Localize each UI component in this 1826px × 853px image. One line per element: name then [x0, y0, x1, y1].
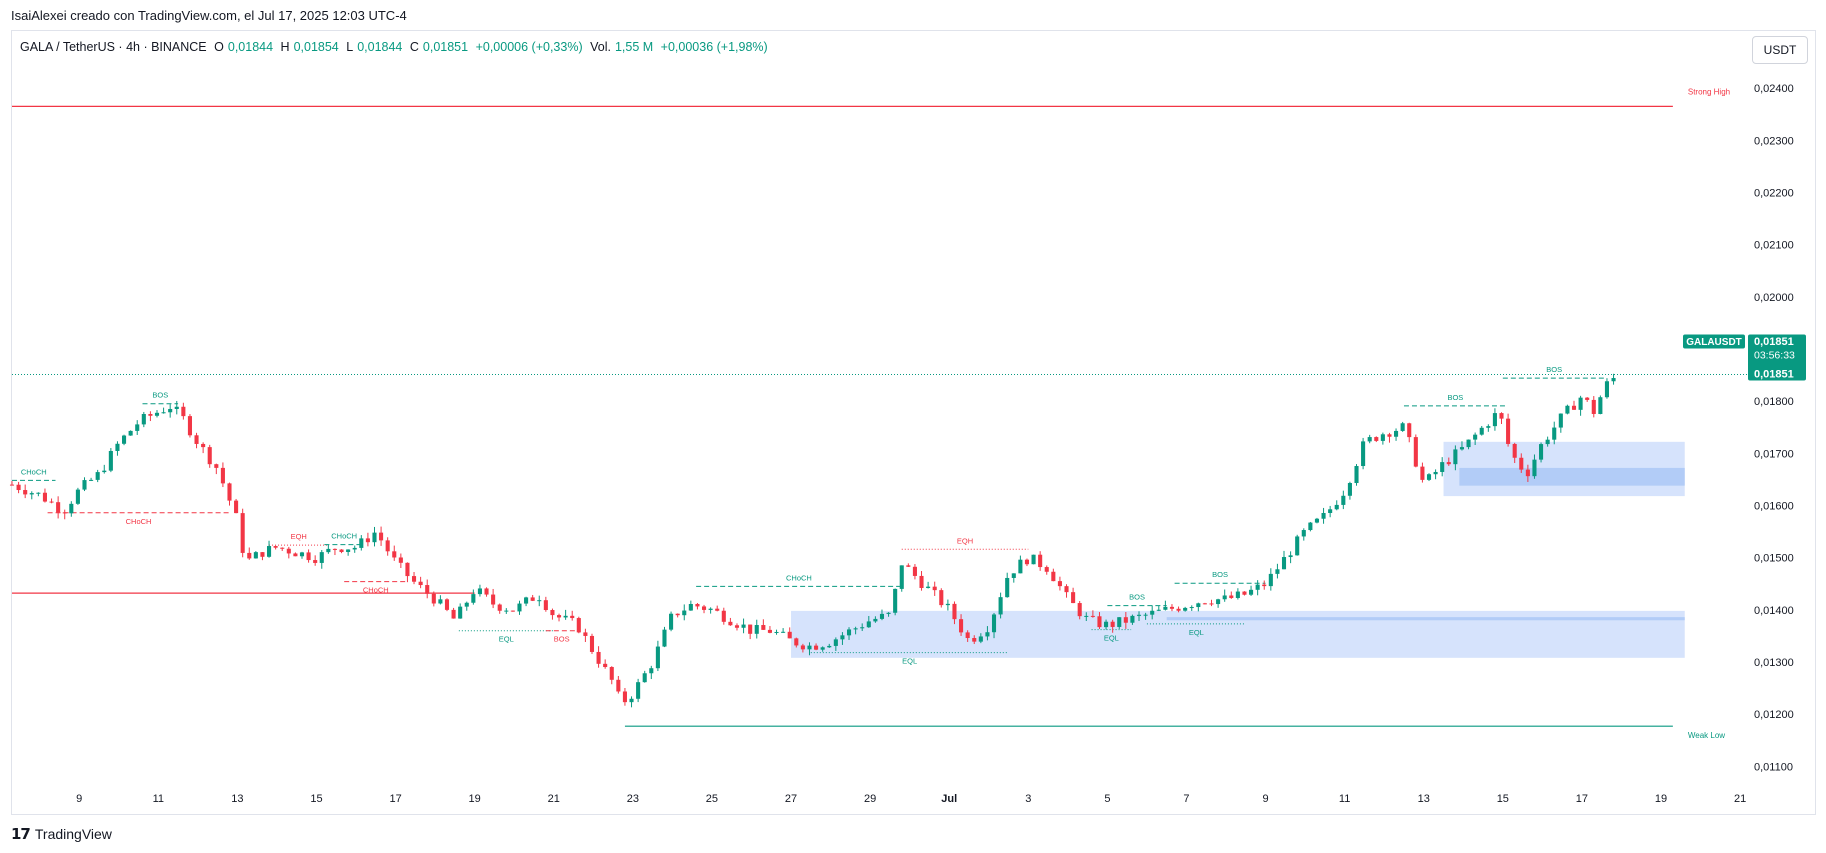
high-label: H — [280, 40, 290, 54]
ohlc-legend: GALA / TetherUS · 4h · BINANCE O 0,01844 … — [20, 40, 772, 54]
close-value: 0,01851 — [422, 40, 469, 54]
change-value: +0,00006 (+0,33%) — [475, 40, 583, 54]
close-label: C — [409, 40, 419, 54]
tradingview-logo[interactable]: 𝟭𝟳 TradingView — [11, 825, 112, 843]
low-value: 0,01844 — [357, 40, 403, 54]
chart-attribution: IsaiAlexei creado con TradingView.com, e… — [11, 8, 407, 23]
low-label: L — [346, 40, 354, 54]
volume-change-value: +0,00036 (+1,98%) — [660, 40, 768, 54]
tradingview-mark-icon: 𝟭𝟳 — [11, 826, 31, 843]
open-label: O — [214, 40, 224, 54]
high-value: 0,01854 — [293, 40, 339, 54]
chart-frame — [11, 30, 1816, 815]
open-value: 0,01844 — [227, 40, 274, 54]
volume-value: 1,55 M — [614, 40, 654, 54]
currency-unit-button[interactable]: USDT — [1752, 36, 1808, 64]
tradingview-wordmark: TradingView — [34, 826, 112, 842]
volume-label: Vol. — [590, 40, 611, 54]
symbol-label[interactable]: GALA / TetherUS · 4h · BINANCE — [20, 40, 207, 54]
